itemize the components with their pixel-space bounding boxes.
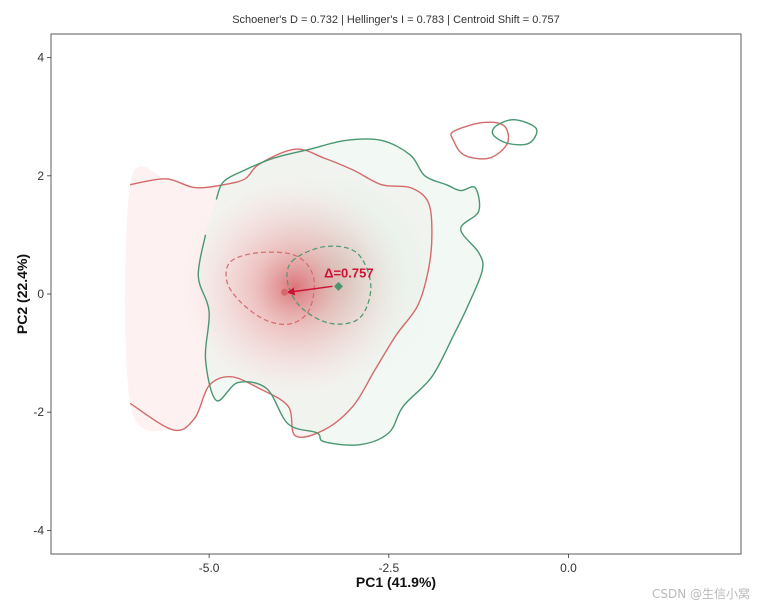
green-centroid-point <box>334 281 343 291</box>
x-tick-label: 0.0 <box>560 561 577 575</box>
y-axis: -4 -2 0 2 4 <box>33 51 51 537</box>
red-inner-contour <box>225 251 315 325</box>
y-tick-label: 4 <box>37 51 44 65</box>
watermark: CSDN @生信小窝 <box>652 586 750 601</box>
density-fills <box>125 138 483 446</box>
contour-lines <box>129 118 538 446</box>
centroid-shift-arrow <box>286 285 333 296</box>
x-axis: -5.0 -2.5 0.0 <box>199 554 577 575</box>
x-tick-label: -2.5 <box>378 561 399 575</box>
red-density-core <box>179 174 410 400</box>
red-centroid-point <box>281 288 289 296</box>
y-tick-label: 2 <box>37 169 44 183</box>
y-tick-label: 0 <box>37 287 44 301</box>
x-tick-label: -5.0 <box>199 561 220 575</box>
green-island-contour <box>491 118 538 146</box>
red-outer-contour <box>129 148 433 438</box>
y-axis-title: PC2 (22.4%) <box>14 254 30 334</box>
green-outer-contour <box>197 138 484 446</box>
centroid-markers: Δ=0.757 <box>281 265 374 296</box>
chart-title: Schoener's D = 0.732 | Hellinger's I = 0… <box>232 14 560 26</box>
x-axis-title: PC1 (41.9%) <box>356 574 436 590</box>
y-tick-label: -2 <box>33 405 44 419</box>
red-island-contour <box>450 121 510 160</box>
y-tick-label: -4 <box>33 523 44 537</box>
centroid-shift-label: Δ=0.757 <box>324 265 373 280</box>
